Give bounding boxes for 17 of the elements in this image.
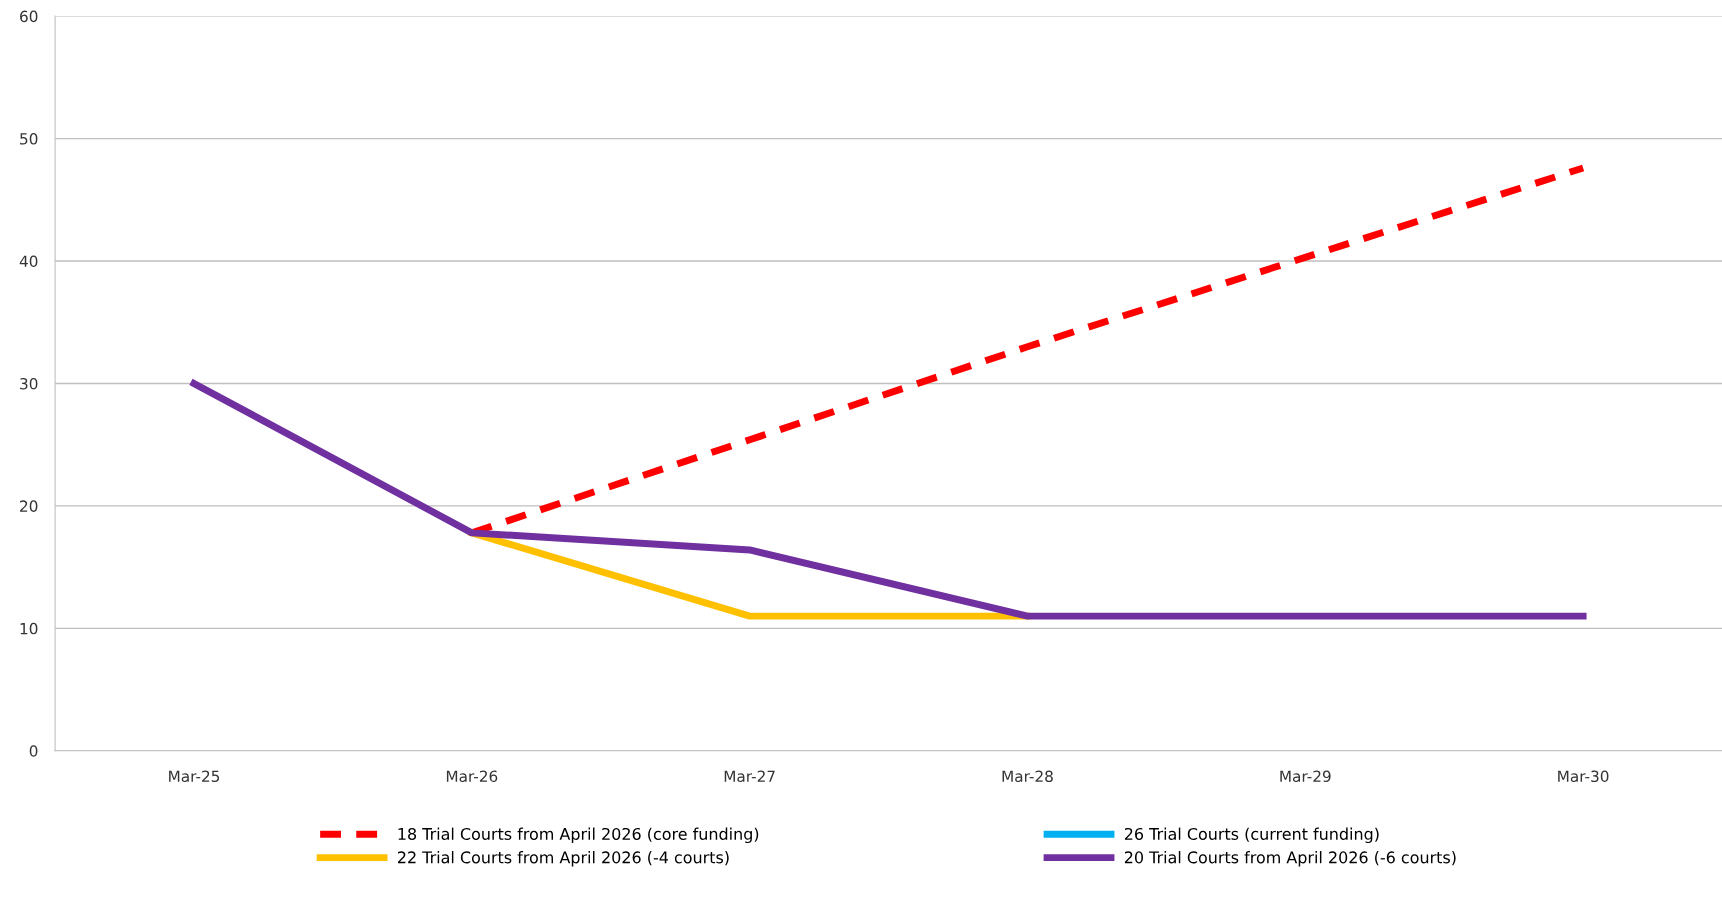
x-tick-label: Mar-30: [1558, 770, 1609, 783]
x-tick-label: Mar-26: [446, 770, 498, 783]
y-tick-label: 50: [20, 133, 38, 145]
x-tick-label: Mar-28: [1002, 770, 1053, 783]
legend-label: 18 Trial Courts from April 2026 (core funding): [398, 827, 759, 844]
legend-label: 20 Trial Courts from April 2026 (-6 courts): [1124, 851, 1456, 867]
y-tick-label: 60: [20, 10, 38, 23]
y-tick-label: 0: [29, 745, 38, 757]
legend-label: 22 Trial Courts from April 2026 (-4 courts): [397, 851, 729, 867]
x-tick-label: Mar-27: [724, 770, 775, 783]
y-tick-label: 40: [19, 255, 38, 268]
x-tick-label: Mar-25: [169, 770, 220, 783]
y-tick-label: 30: [20, 377, 38, 390]
y-tick-label: 10: [20, 622, 38, 635]
y-tick-label: 20: [20, 500, 38, 512]
x-tick-label: Mar-29: [1280, 770, 1331, 783]
legend-label: 26 Trial Courts (current funding): [1124, 827, 1379, 844]
